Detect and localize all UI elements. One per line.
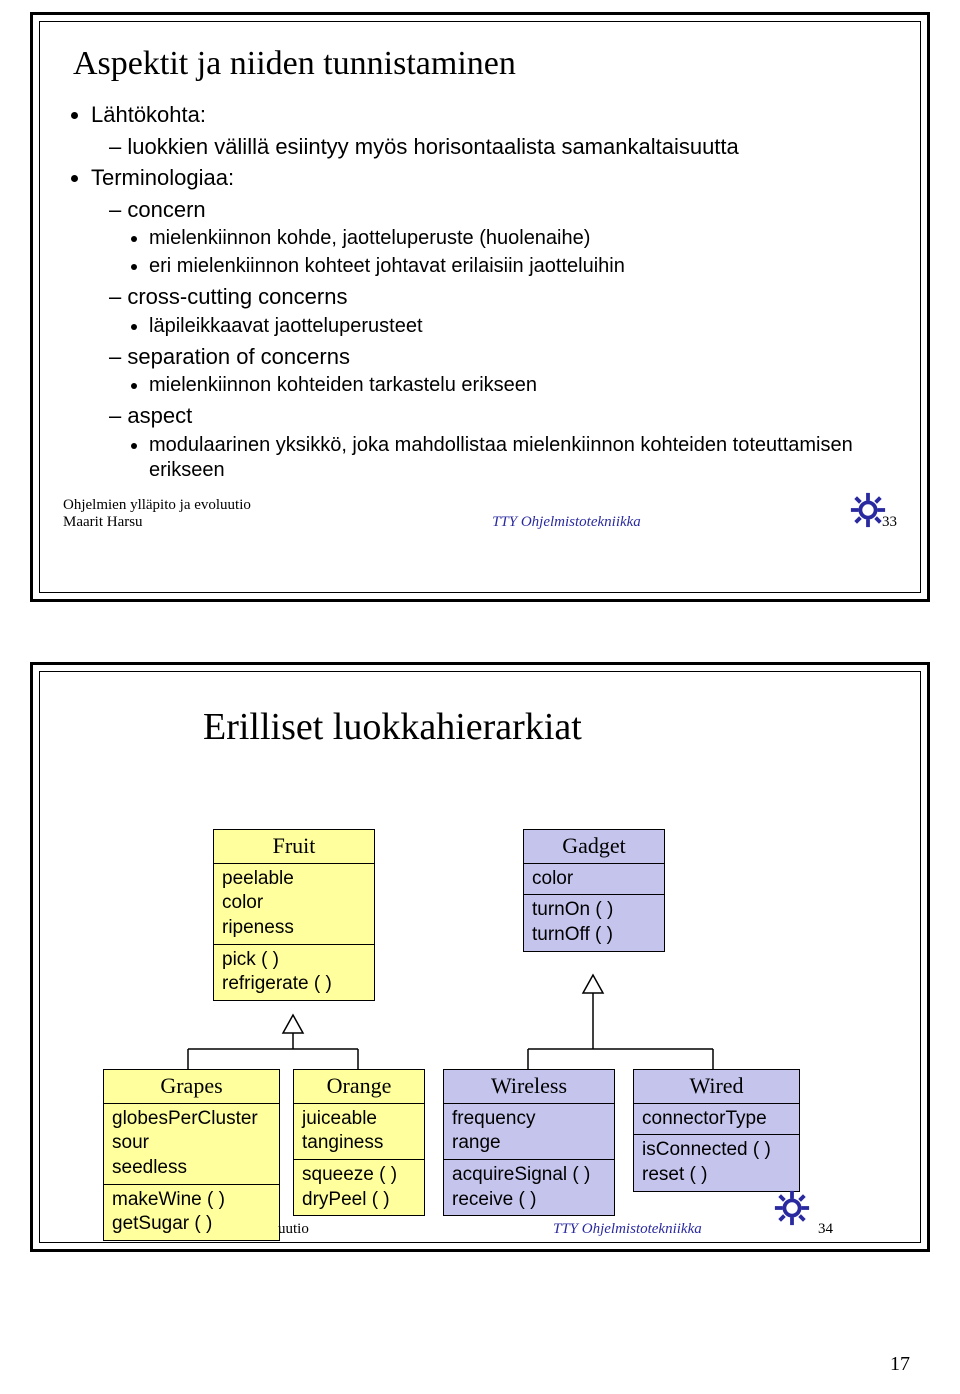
term-separation-sub0: mielenkiinnon kohteiden tarkastelu eriks… [149, 373, 897, 398]
slide-2: Erilliset luokkahierarkiat Fruit peelabl… [30, 662, 930, 1252]
slide1-title: Aspektit ja niiden tunnistaminen [73, 45, 897, 83]
term-concern: concern [109, 196, 897, 224]
slide2-title: Erilliset luokkahierarkiat [203, 705, 877, 749]
uml-grapes-name: Grapes [104, 1070, 279, 1104]
uml-gadget: Gadget color turnOn ( ) turnOff ( ) [523, 829, 665, 952]
slide1-footer: Ohjelmien ylläpito ja evoluutio Maarit H… [63, 497, 897, 531]
term-cross-sub0: läpileikkaavat jaotteluperusteet [149, 314, 897, 339]
term-concern-sub0: mielenkiinnon kohde, jaotteluperuste (hu… [149, 226, 897, 251]
term-separation: separation of concerns [109, 343, 897, 371]
uml-grapes: Grapes globesPerCluster sour seedless ma… [103, 1069, 280, 1241]
footer-left-2: Maarit Harsu [63, 514, 251, 531]
uml-orange: Orange juiceable tanginess squeeze ( ) d… [293, 1069, 425, 1216]
slide-1: Aspektit ja niiden tunnistaminen Lähtöko… [30, 12, 930, 602]
uml-diagram: Fruit peelable color ripeness pick ( ) r… [83, 769, 877, 1249]
gear-icon [849, 491, 887, 529]
gear-icon-2 [773, 1189, 811, 1227]
term-aspect: aspect [109, 402, 897, 430]
uml-wired-name: Wired [634, 1070, 799, 1104]
footer-left-1: Ohjelmien ylläpito ja evoluutio [63, 497, 251, 514]
uml-fruit: Fruit peelable color ripeness pick ( ) r… [213, 829, 375, 1001]
sub-lahtokohta-0: luokkien välillä esiintyy myös horisonta… [109, 133, 897, 161]
term-aspect-sub0: modulaarinen yksikkö, joka mahdollistaa … [149, 433, 897, 483]
footer-num-2: 34 [818, 1221, 833, 1238]
footer-mid-2: TTY Ohjelmistotekniikka [553, 1221, 702, 1238]
slide1-bullets: Lähtökohta: luokkien välillä esiintyy my… [91, 101, 897, 483]
term-cross: cross-cutting concerns [109, 283, 897, 311]
page-number: 17 [890, 1353, 910, 1376]
uml-wireless-name: Wireless [444, 1070, 614, 1104]
uml-wired: Wired connectorType isConnected ( ) rese… [633, 1069, 800, 1192]
bullet-lahtokohta: Lähtökohta: [91, 101, 897, 129]
uml-fruit-name: Fruit [214, 830, 374, 864]
bullet-terminologiaa: Terminologiaa: [91, 164, 897, 192]
uml-wireless: Wireless frequency range acquireSignal (… [443, 1069, 615, 1216]
term-concern-sub1: eri mielenkiinnon kohteet johtavat erila… [149, 254, 897, 279]
footer-fragment: uutio [278, 1221, 309, 1238]
uml-orange-name: Orange [294, 1070, 424, 1104]
uml-gadget-name: Gadget [524, 830, 664, 864]
footer-mid-1: TTY Ohjelmistotekniikka [492, 514, 641, 531]
